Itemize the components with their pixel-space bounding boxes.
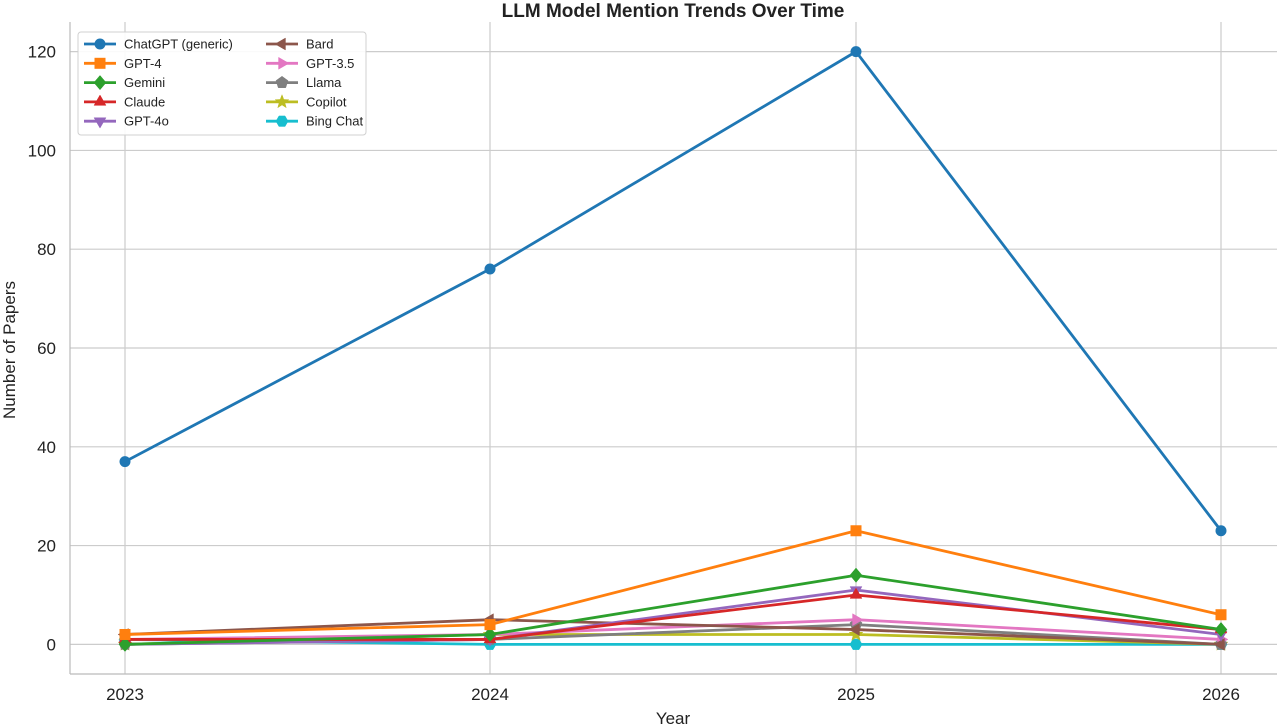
legend-item: Bing Chat — [266, 114, 363, 129]
data-point — [1215, 609, 1227, 621]
data-point — [119, 456, 131, 468]
series-chatgpt-generic — [119, 46, 1227, 537]
data-point — [850, 46, 862, 58]
legend-label: Bard — [306, 37, 333, 52]
legend-item: GPT-4o — [84, 114, 169, 129]
legend-item: ChatGPT (generic) — [84, 37, 233, 52]
legend-label: Gemini — [124, 75, 165, 90]
data-point — [850, 525, 862, 537]
legend-marker — [275, 75, 289, 88]
legend-label: Bing Chat — [306, 114, 363, 129]
legend-box — [77, 31, 367, 136]
legend-item: Copilot — [266, 94, 347, 109]
data-point — [484, 263, 496, 275]
data-point — [1215, 525, 1227, 537]
y-tick-label: 120 — [28, 43, 56, 62]
data-point — [483, 626, 497, 643]
series-gpt-4o — [118, 586, 1228, 652]
legend-label: Copilot — [306, 94, 347, 109]
legend-marker — [93, 94, 107, 106]
legend-marker — [93, 75, 107, 91]
legend-item: Gemini — [84, 75, 165, 91]
chart-title: LLM Model Mention Trends Over Time — [502, 1, 845, 22]
data-point — [1213, 637, 1225, 651]
series-gpt-4 — [119, 525, 1227, 640]
legend-label: GPT-4 — [124, 56, 162, 71]
data-point — [119, 628, 131, 640]
legend-item: Claude — [84, 94, 165, 109]
x-tick-label: 2026 — [1202, 685, 1240, 704]
series-gemini — [118, 567, 1228, 652]
data-point — [849, 587, 863, 599]
series-line — [124, 573, 1222, 646]
legend-marker — [93, 117, 107, 129]
legend-label: Llama — [306, 75, 342, 90]
y-axis-label: Number of Papers — [0, 281, 19, 419]
legend-marker — [275, 115, 289, 127]
legend-item: GPT-3.5 — [266, 56, 354, 71]
data-point — [118, 636, 132, 652]
x-axis-label: Year — [656, 709, 691, 727]
series-line — [124, 529, 1222, 636]
y-tick-label: 80 — [37, 240, 56, 259]
legend-item: Bard — [266, 37, 333, 52]
tick-labels: 0 20 40 60 80 100 120 2023 2024 2025 2026 — [28, 43, 1240, 704]
y-tick-label: 20 — [37, 537, 56, 556]
data-point — [848, 623, 860, 636]
data-point — [1214, 622, 1228, 638]
data-point — [849, 638, 863, 650]
series-line — [124, 618, 1222, 646]
legend-item: Llama — [266, 75, 342, 90]
legend-marker — [94, 57, 106, 69]
legend-label: Claude — [124, 94, 165, 109]
legend-marker — [278, 56, 290, 70]
axes — [69, 22, 1277, 675]
series-line — [124, 618, 1222, 641]
data-point — [852, 613, 864, 627]
legend: ChatGPT (generic) GPT-4 Gemini Claude GPT-4o… — [77, 31, 367, 136]
y-tick-label: 0 — [47, 635, 56, 654]
y-tick-label: 100 — [28, 141, 56, 160]
legend-label: ChatGPT (generic) — [124, 37, 233, 52]
data-point — [849, 567, 863, 583]
legend-label: GPT-3.5 — [306, 56, 354, 71]
x-tick-label: 2025 — [837, 685, 875, 704]
legend-marker — [274, 37, 286, 51]
series-line — [124, 50, 1223, 532]
series-group — [117, 46, 1229, 652]
legend-marker — [94, 38, 106, 50]
x-tick-label: 2024 — [471, 685, 509, 704]
legend-label: GPT-4o — [124, 114, 169, 129]
y-tick-label: 40 — [37, 438, 56, 457]
data-point — [484, 619, 496, 631]
x-tick-label: 2023 — [106, 685, 144, 704]
legend-marker — [274, 94, 290, 109]
y-tick-label: 60 — [37, 339, 56, 358]
legend-item: GPT-4 — [84, 56, 162, 71]
